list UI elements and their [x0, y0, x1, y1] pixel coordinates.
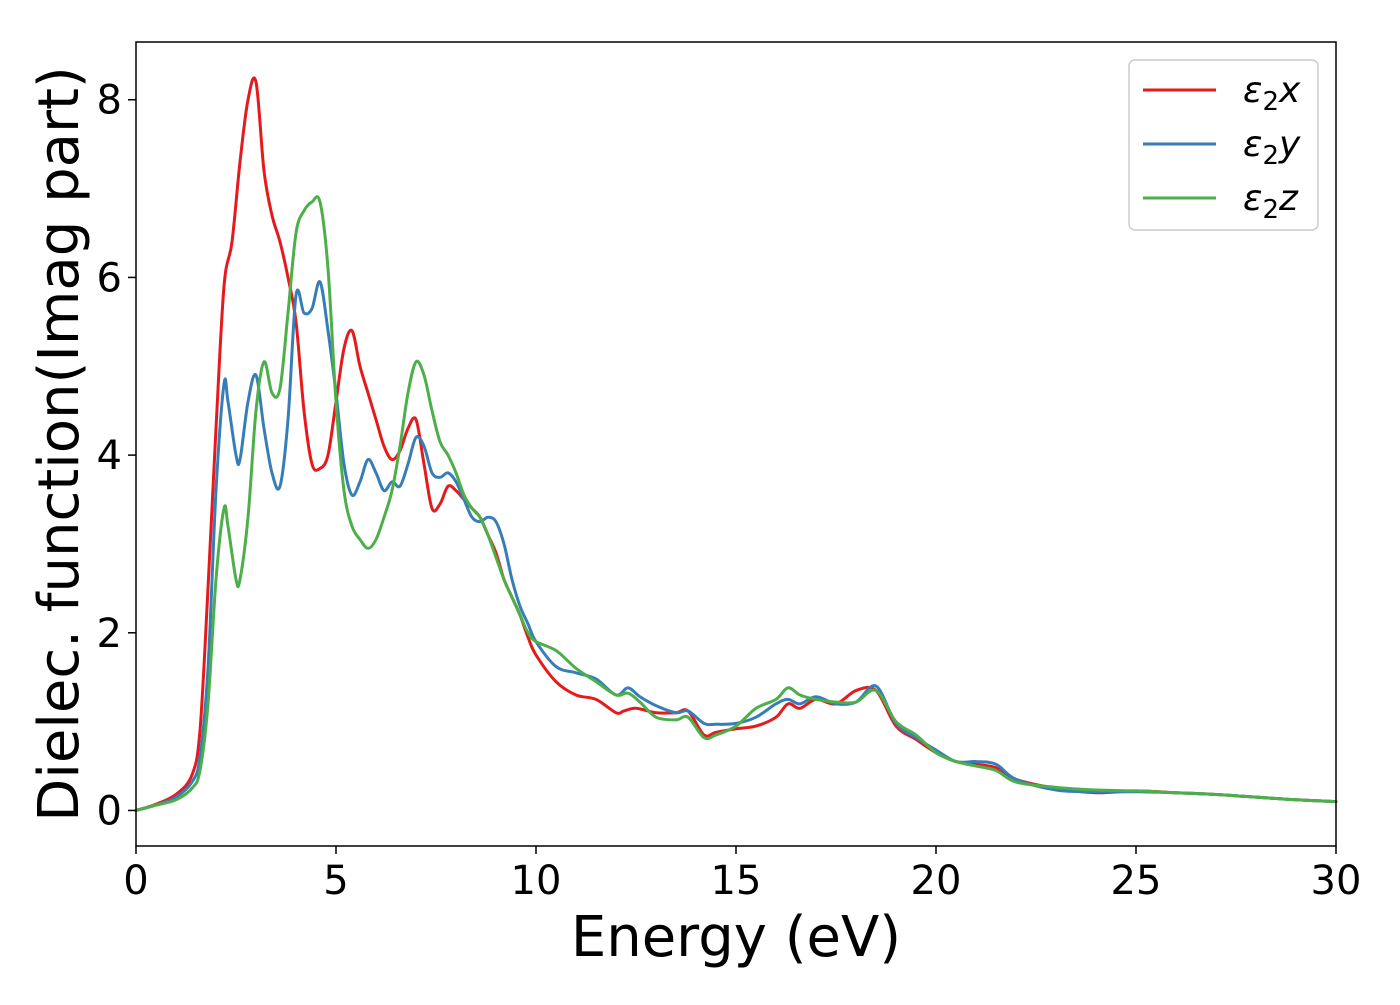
y-tick-label: 0 — [97, 788, 122, 834]
legend-label-x: ε2x — [1243, 70, 1301, 117]
series-line-y — [134, 280, 1338, 812]
x-axis-title: Energy (eV) — [571, 905, 901, 970]
y-tick-label: 4 — [97, 433, 122, 479]
legend-box — [1128, 59, 1319, 231]
x-tick-label: 15 — [711, 858, 762, 904]
legend-label-z: ε2z — [1243, 178, 1299, 225]
y-tick-label: 6 — [97, 255, 122, 301]
y-axis: 0 2 4 6 8 — [97, 78, 136, 834]
x-tick-label: 5 — [323, 858, 348, 904]
legend-label-y: ε2y — [1243, 124, 1301, 171]
legend: ε2x ε2y ε2z — [1128, 59, 1319, 231]
x-tick-label: 20 — [911, 858, 962, 904]
x-tick-label: 30 — [1311, 858, 1362, 904]
series-line-z — [134, 195, 1338, 812]
y-tick-label: 8 — [97, 78, 122, 124]
x-tick-label: 25 — [1111, 858, 1162, 904]
x-tick-label: 0 — [123, 858, 148, 904]
x-tick-label: 10 — [511, 858, 562, 904]
x-axis: 0 5 10 15 20 25 30 — [123, 846, 1361, 904]
series-layer — [134, 76, 1338, 812]
y-tick-label: 2 — [97, 611, 122, 657]
y-axis-title: Dielec. function(Imag part) — [27, 66, 92, 822]
